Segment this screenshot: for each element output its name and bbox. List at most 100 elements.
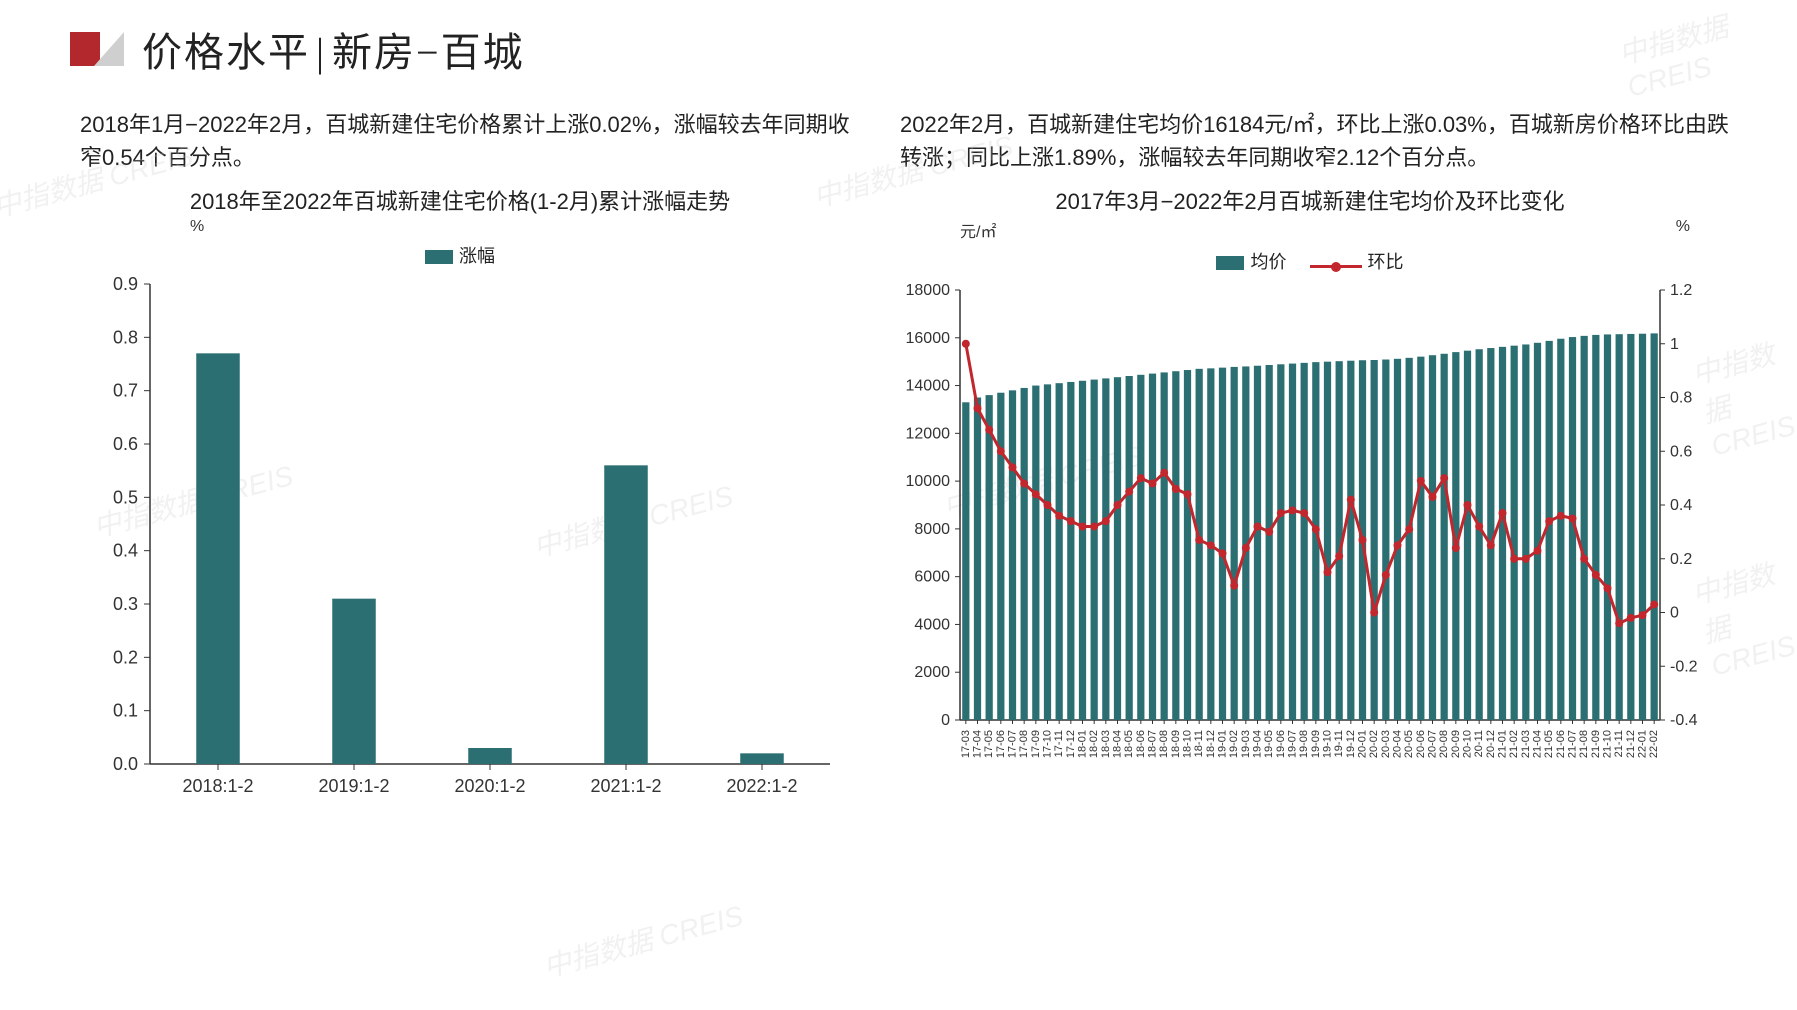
svg-text:18000: 18000 bbox=[906, 282, 951, 299]
left-chart: 0.00.10.20.30.40.50.60.70.80.92018:1-220… bbox=[70, 274, 850, 819]
svg-text:21-01: 21-01 bbox=[1497, 730, 1509, 758]
svg-text:17-04: 17-04 bbox=[972, 730, 984, 758]
svg-text:20-08: 20-08 bbox=[1438, 730, 1450, 758]
right-y-unit-right: % bbox=[1676, 218, 1690, 242]
right-legend: 均价 环比 bbox=[890, 248, 1730, 274]
svg-text:19-07: 19-07 bbox=[1287, 730, 1299, 758]
svg-text:20-04: 20-04 bbox=[1392, 730, 1404, 758]
svg-text:20-09: 20-09 bbox=[1450, 730, 1462, 758]
title-part2: 新房−百城 bbox=[332, 30, 525, 75]
svg-text:21-08: 21-08 bbox=[1578, 730, 1590, 758]
svg-text:2018:1-2: 2018:1-2 bbox=[182, 776, 253, 796]
svg-text:8000: 8000 bbox=[914, 521, 950, 538]
svg-text:20-02: 20-02 bbox=[1368, 730, 1380, 758]
svg-text:19-10: 19-10 bbox=[1322, 730, 1334, 758]
svg-text:20-07: 20-07 bbox=[1427, 730, 1439, 758]
svg-text:0.7: 0.7 bbox=[113, 381, 138, 401]
svg-text:0: 0 bbox=[1670, 605, 1679, 622]
svg-text:2000: 2000 bbox=[914, 664, 950, 681]
svg-text:2019:1-2: 2019:1-2 bbox=[318, 776, 389, 796]
svg-text:18-06: 18-06 bbox=[1135, 730, 1147, 758]
svg-text:21-10: 21-10 bbox=[1602, 730, 1614, 758]
title-part1: 价格水平 bbox=[142, 30, 310, 75]
right-column: 2022年2月，百城新建住宅均价16184元/㎡，环比上涨0.03%，百城新房价… bbox=[890, 98, 1730, 835]
svg-text:20-10: 20-10 bbox=[1462, 730, 1474, 758]
svg-text:0.1: 0.1 bbox=[113, 701, 138, 721]
svg-text:6000: 6000 bbox=[914, 569, 950, 586]
svg-text:10000: 10000 bbox=[906, 473, 951, 490]
svg-text:17-09: 17-09 bbox=[1030, 730, 1042, 758]
svg-text:0.5: 0.5 bbox=[113, 487, 138, 507]
svg-text:20-03: 20-03 bbox=[1380, 730, 1392, 758]
right-chart-title: 2017年3月−2022年2月百城新建住宅均价及环比变化 bbox=[890, 184, 1730, 216]
svg-text:19-08: 19-08 bbox=[1298, 730, 1310, 758]
svg-text:18-10: 18-10 bbox=[1182, 730, 1194, 758]
svg-text:22-02: 22-02 bbox=[1648, 730, 1660, 758]
svg-text:20-05: 20-05 bbox=[1403, 730, 1415, 758]
left-legend-label: 涨幅 bbox=[459, 246, 495, 266]
svg-text:20-01: 20-01 bbox=[1357, 730, 1369, 758]
svg-text:19-06: 19-06 bbox=[1275, 730, 1287, 758]
svg-text:0.0: 0.0 bbox=[113, 754, 138, 774]
right-chart: 0200040006000800010000120001400016000180… bbox=[890, 280, 1730, 835]
svg-text:0.8: 0.8 bbox=[1670, 390, 1692, 407]
right-subtitle: 2022年2月，百城新建住宅均价16184元/㎡，环比上涨0.03%，百城新房价… bbox=[900, 108, 1730, 174]
svg-text:18-09: 18-09 bbox=[1170, 730, 1182, 758]
svg-text:1.2: 1.2 bbox=[1670, 282, 1692, 299]
svg-text:18-07: 18-07 bbox=[1147, 730, 1159, 758]
svg-text:21-11: 21-11 bbox=[1613, 730, 1625, 757]
svg-text:19-03: 19-03 bbox=[1240, 730, 1252, 758]
svg-text:19-01: 19-01 bbox=[1217, 730, 1229, 758]
svg-text:19-02: 19-02 bbox=[1228, 730, 1240, 758]
svg-text:0.2: 0.2 bbox=[113, 647, 138, 667]
svg-text:17-07: 17-07 bbox=[1007, 730, 1019, 758]
svg-text:18-03: 18-03 bbox=[1100, 730, 1112, 758]
svg-text:17-05: 17-05 bbox=[983, 730, 995, 758]
svg-text:21-12: 21-12 bbox=[1625, 730, 1637, 758]
svg-text:-0.4: -0.4 bbox=[1670, 712, 1698, 729]
left-legend: 涨幅 bbox=[70, 242, 850, 268]
title-row: 价格水平|新房−百城 bbox=[70, 20, 1727, 78]
svg-text:1: 1 bbox=[1670, 336, 1679, 353]
legend-swatch-line bbox=[1310, 262, 1362, 272]
svg-text:0.9: 0.9 bbox=[113, 274, 138, 294]
svg-text:19-12: 19-12 bbox=[1345, 730, 1357, 758]
svg-text:0: 0 bbox=[941, 712, 950, 729]
right-legend-bar-label: 均价 bbox=[1250, 252, 1286, 272]
svg-text:21-07: 21-07 bbox=[1567, 730, 1579, 758]
svg-text:12000: 12000 bbox=[906, 425, 951, 442]
svg-text:18-01: 18-01 bbox=[1077, 730, 1089, 758]
svg-text:17-12: 17-12 bbox=[1065, 730, 1077, 758]
watermark: 中指数据 CREIS bbox=[538, 894, 747, 986]
svg-text:21-05: 21-05 bbox=[1543, 730, 1555, 758]
left-chart-svg: 0.00.10.20.30.40.50.60.70.80.92018:1-220… bbox=[70, 274, 850, 814]
right-y-unit-left: 元/㎡ bbox=[960, 218, 996, 242]
svg-text:18-12: 18-12 bbox=[1205, 730, 1217, 758]
svg-text:0.4: 0.4 bbox=[113, 541, 138, 561]
svg-text:0.4: 0.4 bbox=[1670, 497, 1692, 514]
svg-text:21-06: 21-06 bbox=[1555, 730, 1567, 758]
title-divider: | bbox=[316, 30, 326, 75]
right-legend-line-label: 环比 bbox=[1368, 252, 1404, 272]
svg-text:21-02: 21-02 bbox=[1508, 730, 1520, 758]
svg-text:21-04: 21-04 bbox=[1532, 730, 1544, 758]
right-chart-svg: 0200040006000800010000120001400016000180… bbox=[890, 280, 1730, 830]
svg-text:0.2: 0.2 bbox=[1670, 551, 1692, 568]
svg-text:21-03: 21-03 bbox=[1520, 730, 1532, 758]
svg-text:18-04: 18-04 bbox=[1112, 730, 1124, 758]
svg-text:18-11: 18-11 bbox=[1193, 730, 1205, 757]
svg-text:2022:1-2: 2022:1-2 bbox=[726, 776, 797, 796]
svg-text:18-08: 18-08 bbox=[1158, 730, 1170, 758]
left-subtitle: 2018年1月−2022年2月，百城新建住宅价格累计上涨0.02%，涨幅较去年同… bbox=[80, 108, 850, 174]
svg-text:0.6: 0.6 bbox=[1670, 443, 1692, 460]
svg-text:17-03: 17-03 bbox=[960, 730, 972, 758]
svg-text:20-12: 20-12 bbox=[1485, 730, 1497, 758]
svg-text:2021:1-2: 2021:1-2 bbox=[590, 776, 661, 796]
legend-swatch-bar bbox=[1216, 256, 1244, 270]
svg-text:0.3: 0.3 bbox=[113, 594, 138, 614]
columns: 2018年1月−2022年2月，百城新建住宅价格累计上涨0.02%，涨幅较去年同… bbox=[70, 98, 1727, 835]
svg-text:4000: 4000 bbox=[914, 616, 950, 633]
svg-text:21-09: 21-09 bbox=[1590, 730, 1602, 758]
svg-text:19-04: 19-04 bbox=[1252, 730, 1264, 758]
svg-text:0.8: 0.8 bbox=[113, 327, 138, 347]
